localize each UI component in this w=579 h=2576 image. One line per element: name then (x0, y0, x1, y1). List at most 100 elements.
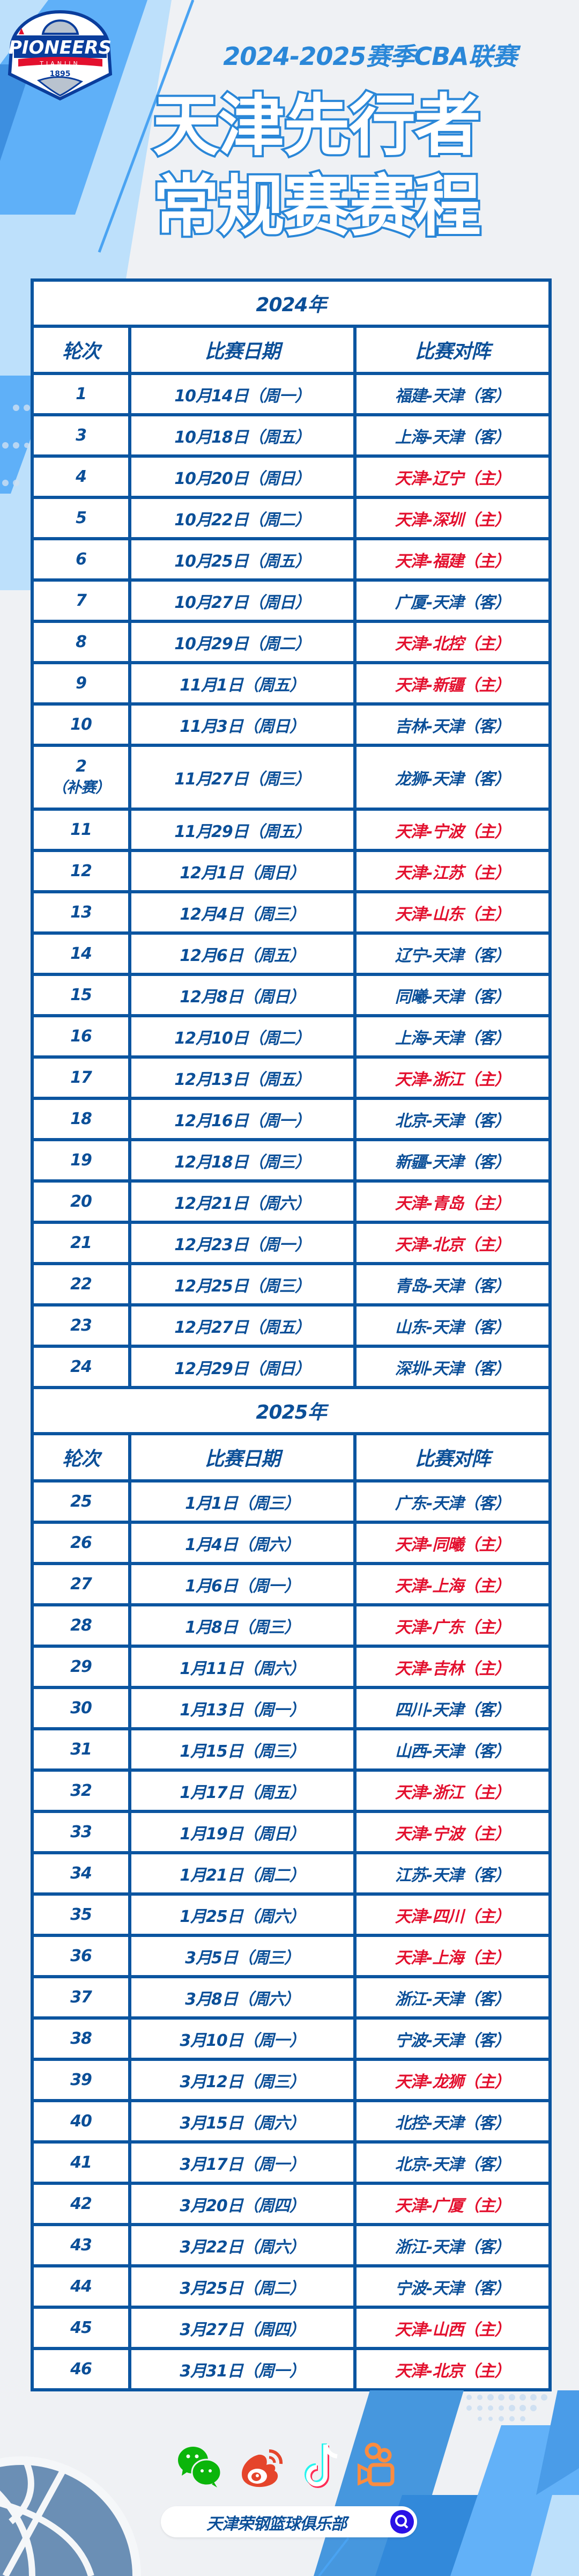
date-cell: 1月21日（周二） (128, 1851, 357, 1896)
date-cell: 11月3日（周日） (128, 702, 357, 747)
match-cell-away: 浙江-天津（客） (353, 2223, 552, 2267)
date-cell: 12月1日（周日） (128, 849, 357, 893)
round-cell: 32 (31, 1768, 131, 1813)
table-row: 26 1月4日（周六） 天津-同曦（主） (31, 1521, 552, 1565)
table-row: 30 1月13日（周一） 四川-天津（客） (31, 1686, 552, 1730)
match-cell-away: 龙狮-天津（客） (353, 744, 552, 811)
table-row: 10 11月3日（周日） 吉林-天津（客） (31, 702, 552, 747)
date-cell: 3月31日（周一） (128, 2347, 357, 2391)
round-note: （补赛） (51, 779, 110, 796)
round-cell: 22 (31, 1262, 131, 1307)
round-number: 28 (70, 1616, 92, 1635)
schedule-table: 2024年 轮次 比赛日期 比赛对阵 1 10月14日（周一） 福建-天津（客） 3 10月18… (31, 278, 552, 2391)
wechat-icon[interactable] (175, 2441, 224, 2490)
date-cell: 12月27日（周五） (128, 1303, 357, 1348)
table-row: 38 3月10日（周一） 宁波-天津（客） (31, 2016, 552, 2061)
svg-text:TIANJIN: TIANJIN (39, 60, 80, 67)
date-cell: 11月27日（周三） (128, 744, 357, 811)
round-cell: 4 (31, 454, 131, 499)
column-header-date: 比赛日期 (128, 325, 357, 375)
round-number: 20 (70, 1192, 92, 1211)
round-number: 30 (70, 1699, 92, 1718)
round-cell: 40 (31, 2099, 131, 2144)
match-cell-home: 天津-北京（主） (353, 2347, 552, 2391)
round-cell: 29 (31, 1645, 131, 1689)
round-cell: 44 (31, 2264, 131, 2309)
round-cell: 28 (31, 1603, 131, 1648)
match-cell-away: 广厦-天津（客） (353, 578, 552, 623)
table-row: 24 12月29日（周日） 深圳-天津（客） (31, 1345, 552, 1389)
round-cell: 23 (31, 1303, 131, 1348)
date-cell: 1月17日（周五） (128, 1768, 357, 1813)
round-cell: 11 (31, 808, 131, 852)
match-cell-away: 深圳-天津（客） (353, 1345, 552, 1389)
round-cell: 43 (31, 2223, 131, 2267)
table-row: 12 12月1日（周日） 天津-江苏（主） (31, 849, 552, 893)
table-row: 9 11月1日（周五） 天津-新疆（主） (31, 661, 552, 706)
date-cell: 1月25日（周六） (128, 1892, 357, 1937)
date-cell: 11月29日（周五） (128, 808, 357, 852)
column-header-date: 比赛日期 (128, 1432, 357, 1483)
match-cell-home: 天津-辽宁（主） (353, 454, 552, 499)
kuaishou-icon[interactable] (355, 2441, 403, 2490)
round-cell: 20 (31, 1179, 131, 1224)
round-number: 18 (70, 1110, 92, 1128)
date-cell: 12月23日（周一） (128, 1221, 357, 1265)
match-cell-away: 青岛-天津（客） (353, 1262, 552, 1307)
round-number: 45 (70, 2318, 92, 2337)
column-header-round: 轮次 (31, 1432, 131, 1483)
match-cell-away: 北京-天津（客） (353, 2140, 552, 2185)
table-row: 35 1月25日（周六） 天津-四川（主） (31, 1892, 552, 1937)
table-row: 39 3月12日（周三） 天津-龙狮（主） (31, 2058, 552, 2102)
date-cell: 12月13日（周五） (128, 1055, 357, 1100)
table-row: 1 10月14日（周一） 福建-天津（客） (31, 372, 552, 416)
date-cell: 3月17日（周一） (128, 2140, 357, 2185)
match-cell-home: 天津-青岛（主） (353, 1179, 552, 1224)
page-title-line2: 常规赛赛程 (151, 168, 483, 245)
round-number: 40 (70, 2112, 92, 2131)
search-bar[interactable]: 天津荣钢篮球俱乐部 (161, 2506, 417, 2537)
table-row: 8 10月29日（周二） 天津-北控（主） (31, 620, 552, 664)
match-cell-away: 辽宁-天津（客） (353, 931, 552, 976)
table-row: 28 1月8日（周三） 天津-广东（主） (31, 1603, 552, 1648)
date-cell: 1月6日（周一） (128, 1562, 357, 1606)
round-number: 36 (70, 1947, 92, 1965)
round-cell: 26 (31, 1521, 131, 1565)
date-cell: 12月16日（周一） (128, 1097, 357, 1141)
match-cell-home: 天津-北控（主） (353, 620, 552, 664)
round-number: 12 (70, 862, 92, 880)
date-cell: 3月8日（周六） (128, 1975, 357, 2020)
date-cell: 1月4日（周六） (128, 1521, 357, 1565)
round-number: 22 (70, 1275, 92, 1294)
round-cell: 37 (31, 1975, 131, 2020)
table-row: 2 （补赛） 11月27日（周三） 龙狮-天津（客） (31, 744, 552, 811)
table-row: 7 10月27日（周日） 广厦-天津（客） (31, 578, 552, 623)
round-number: 42 (70, 2195, 92, 2213)
date-cell: 10月14日（周一） (128, 372, 357, 416)
round-number: 31 (70, 1740, 92, 1759)
match-cell-away: 吉林-天津（客） (353, 702, 552, 747)
table-row: 36 3月5日（周三） 天津-上海（主） (31, 1934, 552, 1978)
weibo-icon[interactable] (237, 2441, 285, 2490)
round-number: 7 (76, 591, 87, 610)
table-row: 32 1月17日（周五） 天津-浙江（主） (31, 1768, 552, 1813)
table-row: 31 1月15日（周三） 山西-天津（客） (31, 1727, 552, 1772)
round-cell: 35 (31, 1892, 131, 1937)
match-cell-away: 新疆-天津（客） (353, 1138, 552, 1183)
table-row: 6 10月25日（周五） 天津-福建（主） (31, 537, 552, 582)
date-cell: 1月8日（周三） (128, 1603, 357, 1648)
round-cell: 8 (31, 620, 131, 664)
date-cell: 3月5日（周三） (128, 1934, 357, 1978)
search-icon[interactable] (390, 2510, 414, 2534)
round-cell: 36 (31, 1934, 131, 1978)
date-cell: 12月6日（周五） (128, 931, 357, 976)
round-cell: 30 (31, 1686, 131, 1730)
date-cell: 3月15日（周六） (128, 2099, 357, 2144)
year-heading: 2025年 (31, 1386, 552, 1435)
round-cell: 24 (31, 1345, 131, 1389)
douyin-icon[interactable] (299, 2441, 347, 2490)
year-row: 2024年 (31, 278, 552, 328)
date-cell: 12月8日（周日） (128, 973, 357, 1017)
match-cell-home: 天津-福建（主） (353, 537, 552, 582)
round-cell: 10 (31, 702, 131, 747)
